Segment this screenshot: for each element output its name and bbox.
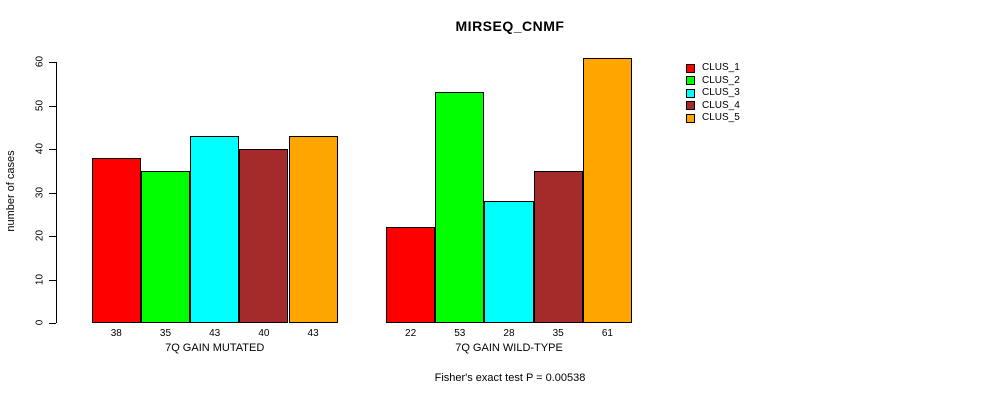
chart-title: MIRSEQ_CNMF — [455, 18, 565, 34]
bar-clus_3-group2 — [484, 201, 534, 323]
y-axis-tick — [49, 149, 56, 150]
bar-value-label: 35 — [159, 328, 172, 339]
legend-label: CLUS_2 — [702, 74, 740, 86]
bar-value-label: 22 — [405, 328, 417, 339]
y-axis-tick-label: 20 — [34, 229, 46, 242]
y-axis-tick-label: 10 — [34, 273, 46, 285]
y-axis-tick-label: 30 — [34, 186, 46, 198]
bar-clus_4-group1 — [239, 149, 289, 323]
legend-item-clus_2: CLUS_2 — [686, 75, 740, 88]
y-axis-tick — [49, 62, 56, 63]
y-axis-tick — [49, 105, 56, 107]
legend-item-clus_1: CLUS_1 — [686, 62, 740, 75]
bar-clus_4-group2 — [533, 170, 583, 323]
bar-value-label: 40 — [258, 328, 270, 339]
bar-clus_5-group1 — [288, 135, 338, 323]
bar-clus_3-group1 — [190, 135, 240, 323]
bar-value-label: 53 — [454, 328, 466, 339]
legend-swatch-clus_3 — [686, 88, 695, 98]
y-axis-label: number of cases — [5, 150, 17, 232]
legend-label: CLUS_3 — [702, 87, 740, 99]
group-label: 7Q GAIN MUTATED — [165, 342, 265, 354]
bar-value-label: 43 — [307, 328, 319, 339]
bar-value-label: 43 — [209, 328, 221, 339]
bar-clus_2-group1 — [140, 170, 191, 323]
bar-value-label: 38 — [110, 328, 122, 339]
y-axis-tick — [49, 323, 56, 324]
y-axis-tick — [49, 236, 56, 237]
legend-swatch-clus_1 — [686, 63, 695, 73]
bar-clus_1-group2 — [386, 227, 436, 323]
legend-item-clus_5: CLUS_5 — [686, 112, 740, 125]
legend-label: CLUS_4 — [702, 99, 740, 111]
legend-item-clus_3: CLUS_3 — [686, 87, 740, 100]
y-axis-tick — [49, 279, 56, 281]
legend-swatch-clus_5 — [686, 113, 695, 123]
legend-label: CLUS_1 — [702, 62, 740, 74]
y-axis-tick-label: 40 — [34, 142, 46, 155]
legend-label: CLUS_5 — [702, 112, 740, 124]
bar-clus_2-group2 — [435, 92, 485, 323]
bar-clus_1-group1 — [91, 157, 141, 323]
group-label: 7Q GAIN WILD-TYPE — [455, 342, 563, 354]
legend: CLUS_1 CLUS_2 CLUS_3 CLUS_4 CLUS_5 — [686, 62, 740, 125]
y-axis-tick-label: 50 — [34, 99, 46, 111]
annotation-text: Fisher's exact test P = 0.00538 — [434, 372, 586, 384]
y-axis-line — [56, 62, 57, 323]
legend-item-clus_4: CLUS_4 — [686, 100, 740, 113]
bar-value-label: 61 — [601, 328, 613, 339]
legend-swatch-clus_2 — [686, 76, 695, 86]
bar-clus_5-group2 — [582, 57, 632, 323]
y-axis-tick — [49, 192, 56, 194]
bar-value-label: 28 — [503, 328, 515, 339]
y-axis-tick-label: 0 — [34, 319, 46, 326]
y-axis-tick-label: 60 — [34, 55, 46, 68]
legend-swatch-clus_4 — [686, 101, 695, 111]
bar-value-label: 35 — [552, 328, 564, 339]
